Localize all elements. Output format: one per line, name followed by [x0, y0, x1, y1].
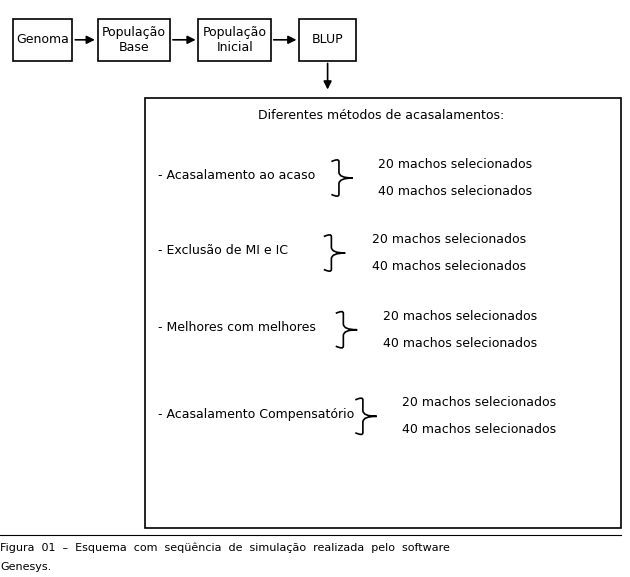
Text: Genoma: Genoma: [16, 33, 69, 46]
Text: 20 machos selecionados: 20 machos selecionados: [372, 233, 526, 246]
Text: 20 machos selecionados: 20 machos selecionados: [383, 310, 537, 323]
Text: 40 machos selecionados: 40 machos selecionados: [383, 337, 537, 350]
Text: Genesys.: Genesys.: [0, 561, 51, 572]
FancyBboxPatch shape: [198, 19, 271, 61]
Text: - Acasalamento Compensatório: - Acasalamento Compensatório: [158, 408, 354, 421]
Text: 40 machos selecionados: 40 machos selecionados: [378, 185, 532, 198]
Text: - Acasalamento ao acaso: - Acasalamento ao acaso: [158, 170, 315, 182]
Text: 20 machos selecionados: 20 machos selecionados: [378, 158, 532, 171]
Text: Diferentes métodos de acasalamentos:: Diferentes métodos de acasalamentos:: [258, 109, 504, 122]
Text: BLUP: BLUP: [312, 33, 343, 46]
Text: 40 machos selecionados: 40 machos selecionados: [402, 424, 556, 436]
FancyBboxPatch shape: [13, 19, 72, 61]
Text: 20 machos selecionados: 20 machos selecionados: [402, 396, 556, 409]
FancyBboxPatch shape: [98, 19, 170, 61]
Text: - Exclusão de MI e IC: - Exclusão de MI e IC: [158, 245, 287, 257]
FancyBboxPatch shape: [145, 98, 621, 528]
Text: Figura  01  –  Esquema  com  seqüência  de  simulação  realizada  pelo  software: Figura 01 – Esquema com seqüência de sim…: [0, 543, 450, 553]
Text: População
Base: População Base: [102, 26, 166, 54]
Text: - Melhores com melhores: - Melhores com melhores: [158, 321, 316, 334]
Text: 40 machos selecionados: 40 machos selecionados: [372, 260, 526, 273]
FancyBboxPatch shape: [299, 19, 356, 61]
Text: População
Inicial: População Inicial: [203, 26, 266, 54]
